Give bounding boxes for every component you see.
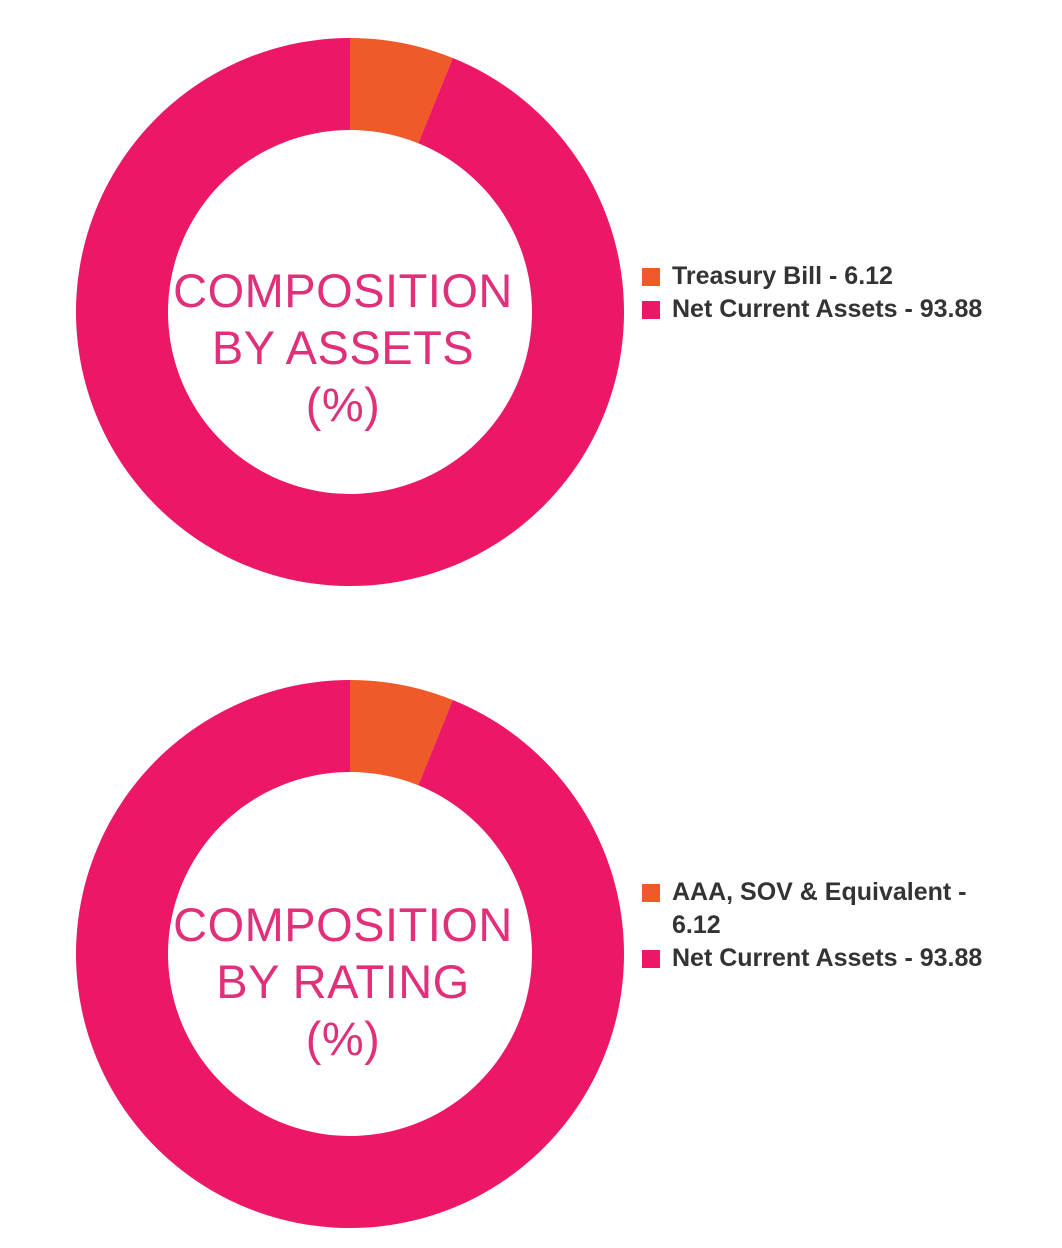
composition-by-rating-chart: COMPOSITION BY RATING (%) AAA, SOV & Equ… <box>0 642 1062 1242</box>
donut-slice-net-current-assets <box>76 680 625 1228</box>
legend-swatch <box>642 950 660 968</box>
donut-slice-net-current-assets <box>76 38 625 586</box>
composition-by-assets-chart: COMPOSITION BY ASSETS (%) Treasury Bill … <box>0 0 1062 600</box>
legend-item: Net Current Assets - 93.88 <box>642 942 1002 975</box>
center-title-line: BY ASSETS <box>211 321 475 374</box>
center-title-line: (%) <box>305 378 381 431</box>
legend-item: Treasury Bill - 6.12 <box>642 260 1042 293</box>
center-title-line: COMPOSITION <box>173 898 513 951</box>
legend-rating: AAA, SOV & Equivalent - 6.12 Net Current… <box>642 876 1002 975</box>
center-title-line: BY RATING <box>216 955 470 1008</box>
legend-label: AAA, SOV & Equivalent - 6.12 <box>672 878 967 939</box>
center-title-rating: COMPOSITION BY RATING (%) <box>148 896 538 1067</box>
legend-assets: Treasury Bill - 6.12 Net Current Assets … <box>642 260 1042 326</box>
donut-slice-treasury-bill <box>350 38 453 144</box>
legend-swatch <box>642 268 660 286</box>
center-title-assets: COMPOSITION BY ASSETS (%) <box>148 262 538 433</box>
legend-swatch <box>642 884 660 902</box>
donut-chart-rating <box>76 680 625 1228</box>
donut-slice-aaa-sov-equivalent <box>350 680 453 786</box>
legend-label: Net Current Assets - 93.88 <box>672 295 983 323</box>
legend-label: Net Current Assets - 93.88 <box>672 944 983 972</box>
legend-item: AAA, SOV & Equivalent - 6.12 <box>642 876 1002 942</box>
center-title-line: COMPOSITION <box>173 264 513 317</box>
center-title-line: (%) <box>305 1012 381 1065</box>
legend-item: Net Current Assets - 93.88 <box>642 293 1042 326</box>
legend-swatch <box>642 301 660 319</box>
donut-chart-assets <box>76 38 625 586</box>
legend-label: Treasury Bill - 6.12 <box>672 262 893 290</box>
